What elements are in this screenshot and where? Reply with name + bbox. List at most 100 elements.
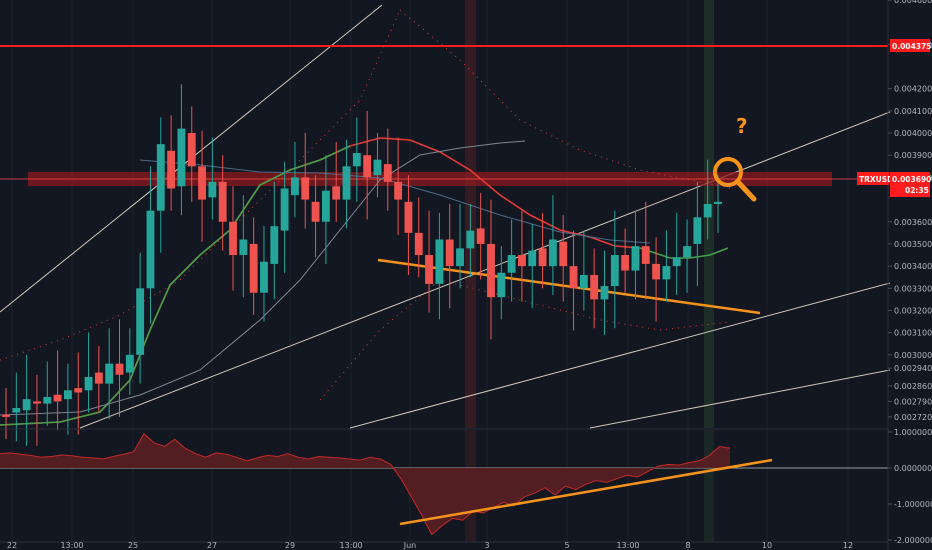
oscillator-area bbox=[0, 433, 730, 535]
candle-body bbox=[714, 201, 722, 205]
candle-body bbox=[631, 246, 640, 271]
time-axis: 22 13:00 25 27 29 13:00 Jun 3 5 13:00 8 10 12 bbox=[7, 541, 853, 550]
time-tick-label: 22 bbox=[7, 541, 17, 550]
candle-body bbox=[270, 226, 279, 264]
question-annotation: ? bbox=[736, 114, 748, 138]
chart-grid bbox=[11, 0, 849, 542]
ma-grey-step bbox=[0, 140, 526, 416]
candle-body bbox=[662, 266, 671, 280]
countdown-label: 02:35 bbox=[905, 186, 929, 195]
session-highlight-band-green-lower bbox=[704, 430, 714, 542]
time-tick-label: 25 bbox=[128, 541, 138, 550]
candle-body bbox=[63, 390, 72, 400]
candle-body bbox=[456, 248, 464, 267]
candle-body bbox=[146, 210, 155, 289]
candle-body bbox=[239, 239, 248, 256]
candle-body bbox=[414, 232, 423, 256]
candle-body bbox=[136, 288, 145, 355]
candle-body bbox=[507, 255, 516, 273]
candle-body bbox=[579, 274, 588, 289]
candle-body bbox=[94, 372, 103, 384]
candle-body bbox=[301, 177, 310, 200]
candle-body bbox=[321, 190, 330, 222]
resistance-price-label: 0.0043754 bbox=[892, 42, 932, 51]
candle-body bbox=[22, 399, 31, 411]
candle-body bbox=[198, 166, 206, 200]
candle-body bbox=[187, 133, 196, 167]
candle-body bbox=[487, 243, 495, 298]
lower-channel-line-2 bbox=[589, 369, 891, 429]
time-tick-label: 13:00 bbox=[60, 541, 83, 550]
oscillator-panel bbox=[0, 433, 888, 536]
candle-body bbox=[363, 155, 372, 178]
oscillator-trendline bbox=[399, 458, 773, 526]
time-tick-label: 27 bbox=[207, 541, 217, 550]
candle-body bbox=[12, 408, 21, 413]
candle-body bbox=[218, 181, 227, 222]
candle-body bbox=[125, 354, 134, 373]
rising-support-line bbox=[79, 111, 891, 429]
magnifier-icon bbox=[713, 157, 757, 202]
time-tick-label: 13:00 bbox=[616, 541, 639, 550]
time-tick-label: 13:00 bbox=[339, 541, 362, 550]
candle-body bbox=[332, 186, 341, 200]
candle-body bbox=[621, 255, 630, 271]
candle-body bbox=[548, 239, 557, 267]
ma-green-recovery bbox=[639, 247, 729, 259]
candle-body bbox=[177, 128, 186, 187]
candle-body bbox=[559, 241, 568, 267]
candle-body bbox=[641, 246, 650, 264]
candle-body bbox=[260, 261, 268, 293]
candle-body bbox=[43, 396, 52, 404]
candle-body bbox=[425, 255, 433, 284]
candle-body bbox=[280, 188, 289, 231]
candle-body bbox=[590, 274, 599, 300]
candle-body bbox=[33, 401, 41, 404]
candle-body bbox=[74, 388, 83, 393]
time-tick-label: 8 bbox=[685, 541, 690, 550]
candle-body bbox=[610, 255, 619, 287]
candle-body bbox=[249, 243, 258, 293]
candle-body bbox=[383, 164, 392, 182]
time-tick-label: 10 bbox=[762, 541, 772, 550]
symbol-label: TRXUSDT bbox=[859, 175, 899, 184]
candle-body bbox=[466, 230, 475, 249]
candle-body bbox=[115, 363, 124, 375]
candle-body bbox=[497, 272, 506, 298]
time-tick-label: 29 bbox=[285, 541, 295, 550]
candle-body bbox=[528, 250, 537, 267]
candle-body bbox=[476, 228, 485, 244]
candle-body bbox=[167, 150, 176, 189]
candle-body bbox=[229, 221, 237, 256]
time-tick-label: 5 bbox=[564, 541, 569, 550]
symbol-tag: TRXUSDT bbox=[857, 172, 899, 185]
ma-dotted-upper bbox=[0, 9, 401, 361]
candle-body bbox=[538, 248, 547, 267]
candle-body bbox=[311, 201, 320, 222]
oscillator-line bbox=[0, 433, 731, 536]
ma-blue-line bbox=[139, 159, 651, 244]
candle-body bbox=[703, 204, 712, 218]
candle-body bbox=[156, 144, 165, 211]
candle-body bbox=[373, 159, 382, 176]
candle-body bbox=[672, 257, 681, 267]
candle-body bbox=[394, 181, 403, 200]
candle-body bbox=[600, 286, 609, 300]
time-tick-label: 3 bbox=[484, 541, 489, 550]
candle-body bbox=[518, 255, 526, 267]
candle-body bbox=[84, 376, 93, 391]
